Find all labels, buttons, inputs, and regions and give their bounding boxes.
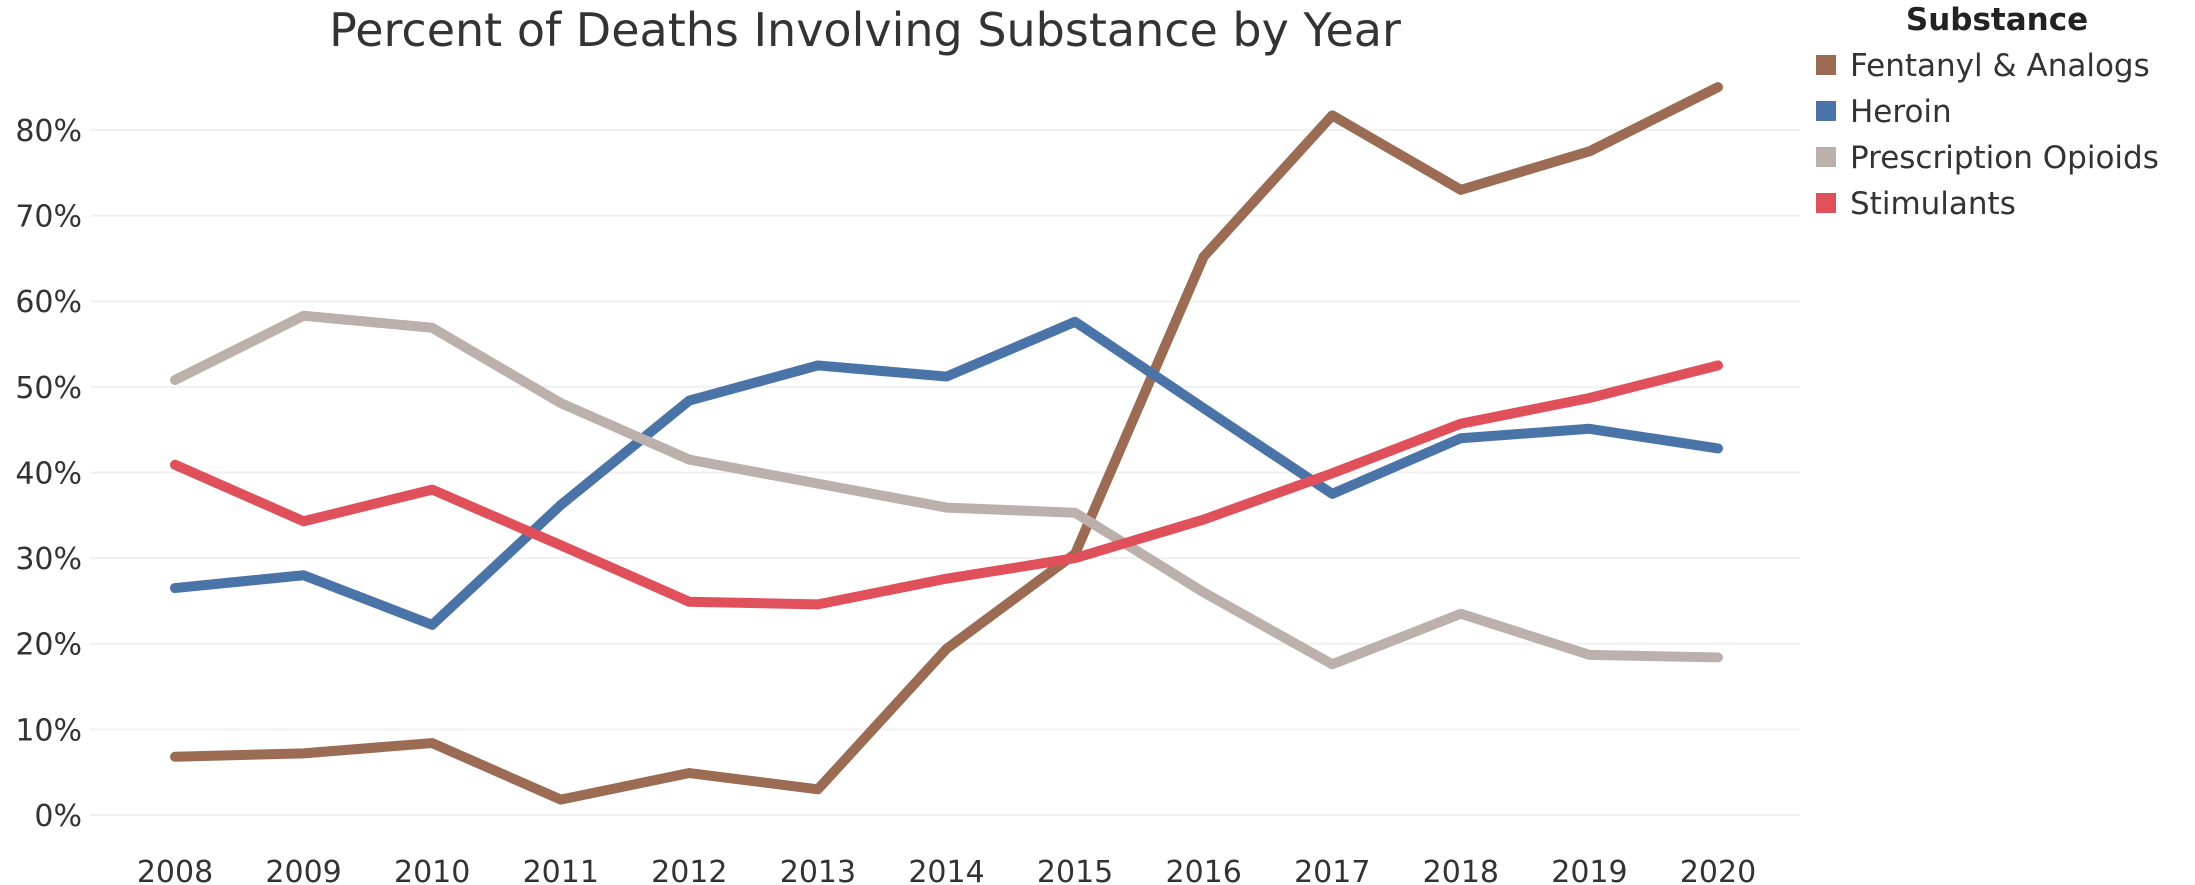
legend: Substance Fentanyl & Analogs Heroin Prescr… [1816,2,2159,222]
y-tick-label: 80% [15,114,82,149]
y-tick-label: 30% [15,542,82,577]
series-line-fentanyl-analogs [170,82,1723,805]
x-tick-label: 2011 [523,855,599,885]
legend-label: Fentanyl & Analogs [1850,48,2150,84]
legend-title: Substance [1906,2,2088,38]
chart-title: Percent of Deaths Involving Substance by… [329,3,1401,57]
x-tick-label: 2015 [1037,855,1113,885]
x-tick-label: 2020 [1680,855,1756,885]
x-tick-label: 2017 [1294,855,1370,885]
x-tick-label: 2013 [780,855,856,885]
legend-swatch [1816,147,1836,167]
series-line-heroin [170,316,1723,630]
y-tick-label: 20% [15,628,82,663]
legend-swatch [1816,55,1836,75]
x-axis-ticks: 2008 2009 2010 2011 2012 2013 2014 2015 2016 2017… [137,855,1756,885]
x-tick-label: 2018 [1423,855,1499,885]
x-tick-label: 2010 [394,855,470,885]
y-tick-label: 50% [15,371,82,406]
series-lines [170,82,1723,805]
legend-label: Prescription Opioids [1850,140,2159,176]
y-tick-label: 0% [34,799,82,834]
legend-swatch [1816,193,1836,213]
gridlines [90,128,1800,816]
legend-label: Heroin [1850,94,1952,130]
x-tick-label: 2019 [1551,855,1627,885]
y-axis-ticks: 0% 10% 20% 30% 40% 50% 60% 70% 80% [15,114,82,834]
x-tick-label: 2012 [651,855,727,885]
legend-label: Stimulants [1850,186,2016,222]
y-tick-label: 70% [15,200,82,235]
series-line-stimulants [170,360,1723,610]
series-line-prescription-opioids [170,310,1723,670]
y-tick-label: 40% [15,456,82,491]
x-tick-label: 2014 [908,855,984,885]
x-tick-label: 2009 [265,855,341,885]
x-tick-label: 2016 [1165,855,1241,885]
x-tick-label: 2008 [137,855,213,885]
y-tick-label: 10% [15,713,82,748]
y-tick-label: 60% [15,285,82,320]
legend-swatch [1816,101,1836,121]
